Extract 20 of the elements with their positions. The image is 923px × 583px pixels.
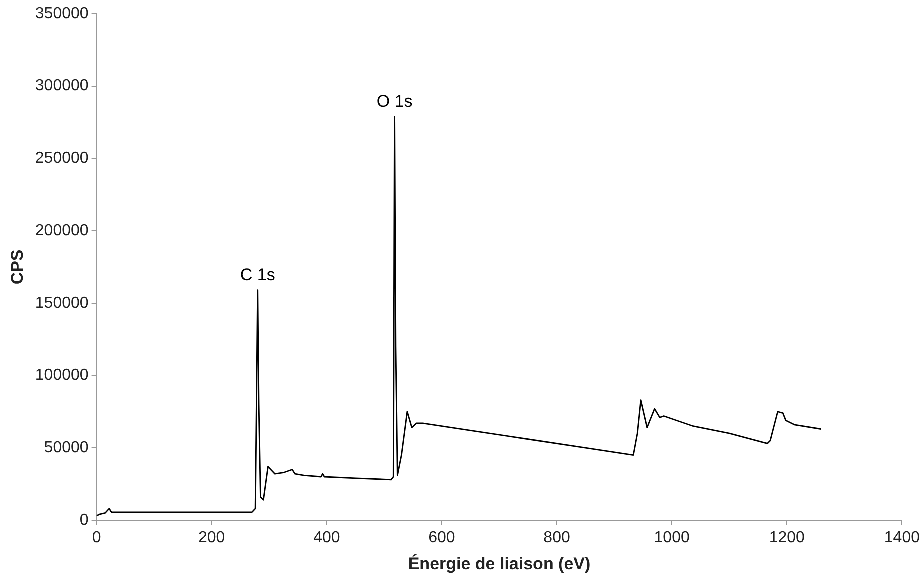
annotation: O 1s — [376, 92, 413, 111]
x-tick-label: 200 — [198, 529, 226, 546]
y-tick-label: 100000 — [35, 367, 89, 384]
y-tick-label: 0 — [80, 512, 89, 529]
x-tick-label: 1400 — [884, 529, 920, 546]
x-tick-label: 1000 — [654, 529, 690, 546]
annotation: C 1s — [240, 266, 276, 285]
y-tick-label: 300000 — [35, 78, 89, 95]
y-tick-label: 150000 — [35, 294, 89, 312]
y-tick-label: 250000 — [35, 150, 89, 168]
y-tick-label: 200000 — [35, 222, 89, 240]
x-tick-label: 800 — [544, 529, 570, 546]
y-tick-label: 350000 — [35, 5, 89, 22]
x-tick-label: 0 — [92, 529, 102, 546]
y-axis-title: CPS — [8, 250, 27, 285]
y-tick-label: 50000 — [44, 439, 89, 456]
x-tick-label: 400 — [314, 529, 340, 546]
x-tick-label: 1200 — [769, 529, 806, 546]
x-axis-title: Énergie de liaison (eV) — [408, 553, 591, 574]
x-tick-label: 600 — [428, 529, 456, 546]
